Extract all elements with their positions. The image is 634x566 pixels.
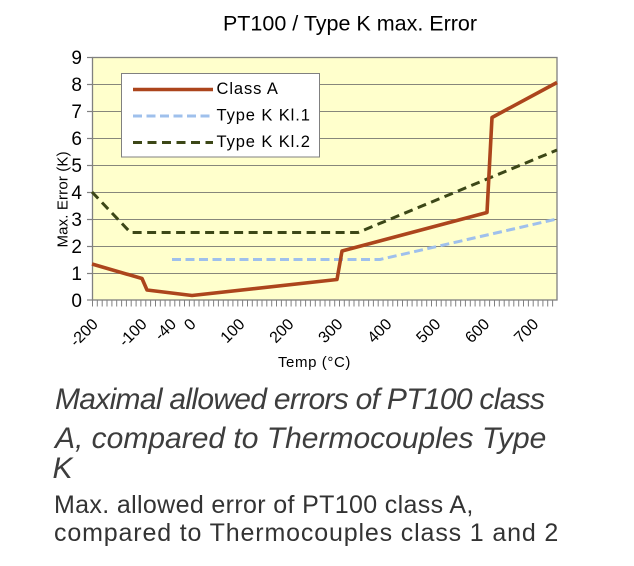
svg-text:7: 7 xyxy=(71,102,82,123)
svg-text:Temp (°C): Temp (°C) xyxy=(278,354,351,371)
svg-text:400: 400 xyxy=(365,316,396,347)
svg-text:PT100 / Type K max. Error: PT100 / Type K max. Error xyxy=(223,12,477,36)
svg-text:-40: -40 xyxy=(152,316,180,344)
svg-text:200: 200 xyxy=(267,316,298,347)
svg-text:Type K Kl.1: Type K Kl.1 xyxy=(217,107,311,125)
svg-text:-100: -100 xyxy=(116,316,151,351)
svg-text:100: 100 xyxy=(218,316,249,347)
svg-text:3: 3 xyxy=(71,210,82,231)
svg-text:300: 300 xyxy=(316,316,347,347)
svg-text:Class A: Class A xyxy=(217,80,279,98)
svg-text:9: 9 xyxy=(71,48,82,69)
svg-text:0: 0 xyxy=(71,291,82,312)
svg-text:6: 6 xyxy=(71,129,82,150)
svg-text:600: 600 xyxy=(462,316,493,347)
svg-text:5: 5 xyxy=(71,156,82,177)
svg-text:-200: -200 xyxy=(67,316,102,351)
svg-text:0: 0 xyxy=(181,316,199,334)
svg-text:Max. Error (K): Max. Error (K) xyxy=(55,151,72,247)
svg-text:1: 1 xyxy=(71,264,82,285)
svg-text:8: 8 xyxy=(71,75,82,96)
svg-text:4: 4 xyxy=(71,183,82,204)
svg-text:Type K Kl.2: Type K Kl.2 xyxy=(217,133,311,151)
svg-text:2: 2 xyxy=(71,237,82,258)
svg-text:700: 700 xyxy=(511,316,542,347)
svg-text:500: 500 xyxy=(413,316,444,347)
